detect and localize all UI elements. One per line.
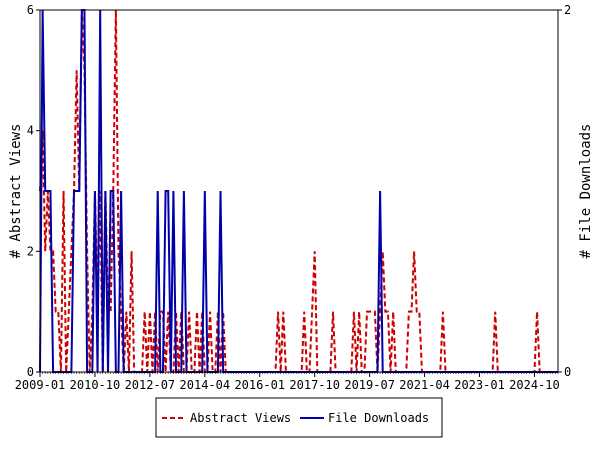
x-tick-label: 2021-04 (399, 378, 450, 392)
y-axis-title: # Abstract Views (8, 124, 24, 259)
y-tick-label: 2 (27, 244, 34, 258)
legend-label-abstract-views: Abstract Views (190, 411, 291, 425)
y-tick-label: 4 (27, 124, 34, 138)
axis-layer: 0 2 4 6 0 2 2009-01 2010-10 2012-07 2014-04 2016-0… (15, 3, 572, 392)
x-tick-label: 2016-01 (234, 378, 285, 392)
x-tick-label: 2023-01 (454, 378, 505, 392)
y-tick-label: 0 (27, 365, 34, 379)
legend-box (155, 397, 443, 438)
y2-axis-title: # File Downloads (578, 124, 594, 259)
x-tick-label: 2024-10 (509, 378, 560, 392)
x-tick-label: 2010-10 (70, 378, 121, 392)
legend: Abstract Views File Downloads (155, 397, 443, 438)
legend-label-file-downloads: File Downloads (328, 411, 429, 425)
x-tick-label: 2014-04 (180, 378, 231, 392)
x-tick-label: 2017-10 (289, 378, 340, 392)
y-tick-label: 6 (27, 3, 34, 17)
x-tick-label: 2009-01 (15, 378, 66, 392)
x-tick-label: 2012-07 (125, 378, 176, 392)
x-tick-label: 2019-07 (344, 378, 395, 392)
y2-tick-label: 2 (564, 3, 571, 17)
y2-tick-label: 0 (564, 365, 571, 379)
